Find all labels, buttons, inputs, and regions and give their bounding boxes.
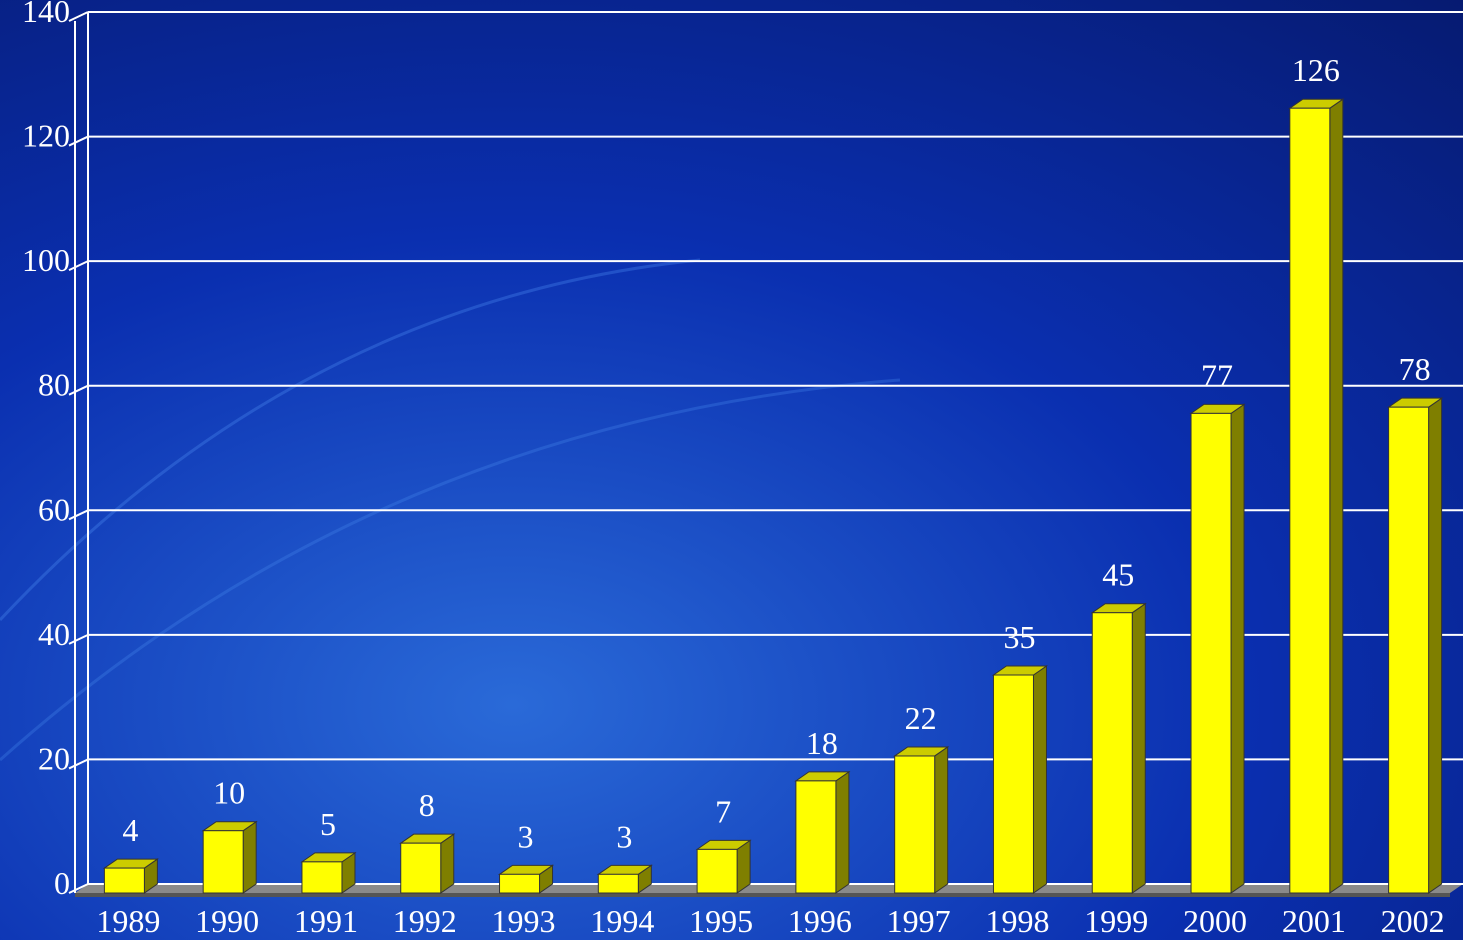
y-tick-label: 120 xyxy=(22,118,70,154)
bar-front xyxy=(795,780,837,894)
value-label: 45 xyxy=(1102,557,1134,593)
tick-mark xyxy=(68,384,89,396)
bar-front xyxy=(1091,612,1133,894)
x-tick-label: 1989 xyxy=(96,903,160,939)
bar xyxy=(201,820,258,894)
value-label: 126 xyxy=(1292,52,1340,88)
bar-front xyxy=(400,842,442,894)
value-label: 3 xyxy=(616,818,632,854)
value-label: 4 xyxy=(122,812,138,848)
bar-side xyxy=(835,770,850,894)
floor xyxy=(75,884,1463,893)
bar xyxy=(893,746,950,894)
bar xyxy=(497,864,555,894)
bar xyxy=(1189,403,1246,894)
bar-front xyxy=(301,861,343,894)
bar xyxy=(991,665,1049,894)
bar-side xyxy=(1230,403,1245,894)
bar-front xyxy=(1190,412,1232,894)
x-tick-label: 1996 xyxy=(788,903,852,939)
value-label: 3 xyxy=(518,818,534,854)
y-tick-label: 140 xyxy=(22,0,70,29)
value-label: 10 xyxy=(213,775,245,811)
x-tick-label: 1991 xyxy=(294,903,358,939)
bar xyxy=(1288,98,1345,894)
bar-side xyxy=(440,833,455,894)
bar-front xyxy=(1388,406,1430,894)
value-label: 22 xyxy=(905,700,937,736)
bar-side xyxy=(1131,602,1146,894)
y-tick-label: 60 xyxy=(38,491,70,527)
bar-side xyxy=(1329,98,1344,894)
floor-edge xyxy=(75,893,1450,897)
x-tick-label: 1993 xyxy=(492,903,556,939)
tick-mark xyxy=(68,11,89,22)
bar-front xyxy=(696,848,738,894)
x-tick-label: 1999 xyxy=(1084,903,1148,939)
bar-side xyxy=(242,820,257,894)
bar-side xyxy=(1428,397,1443,894)
tick-mark xyxy=(68,135,89,147)
tick-mark xyxy=(68,633,89,645)
value-label: 8 xyxy=(419,787,435,823)
bar xyxy=(399,833,456,894)
value-label: 77 xyxy=(1201,357,1233,393)
x-tick-label: 1997 xyxy=(887,903,951,939)
bar-front xyxy=(202,830,244,894)
tick-mark xyxy=(68,883,89,894)
bar-front xyxy=(103,867,145,894)
bar-side xyxy=(934,746,949,894)
x-tick-label: 1994 xyxy=(590,903,654,939)
bar-front xyxy=(992,674,1034,894)
tick-mark xyxy=(68,260,89,272)
bar xyxy=(1090,602,1147,894)
bar xyxy=(102,858,159,894)
tick-mark xyxy=(68,509,89,521)
y-tick-label: 80 xyxy=(38,367,70,403)
x-tick-label: 1995 xyxy=(689,903,753,939)
y-tick-label: 20 xyxy=(38,740,70,776)
bar xyxy=(300,851,357,894)
value-label: 78 xyxy=(1399,351,1431,387)
bar xyxy=(1387,397,1444,894)
bar xyxy=(695,839,752,894)
value-label: 5 xyxy=(320,806,336,842)
decoration xyxy=(0,378,901,762)
x-tick-label: 2001 xyxy=(1282,903,1346,939)
bar xyxy=(596,864,653,894)
x-tick-label: 1998 xyxy=(985,903,1049,939)
bar-front xyxy=(597,873,639,894)
bar-front xyxy=(499,873,541,894)
x-tick-label: 2002 xyxy=(1381,903,1445,939)
x-tick-label: 2000 xyxy=(1183,903,1247,939)
value-label: 7 xyxy=(715,793,731,829)
x-tick-label: 1992 xyxy=(393,903,457,939)
value-label: 35 xyxy=(1003,619,1035,655)
bar xyxy=(794,770,851,894)
x-tick-label: 1990 xyxy=(195,903,259,939)
value-label: 18 xyxy=(806,725,838,761)
bar-front xyxy=(894,755,936,894)
bar-front xyxy=(1289,107,1331,894)
y-tick-label: 40 xyxy=(38,616,70,652)
y-tick-label: 0 xyxy=(54,865,70,901)
y-tick-label: 100 xyxy=(22,242,70,278)
bar-side xyxy=(1032,665,1047,894)
tick-mark xyxy=(68,758,89,770)
